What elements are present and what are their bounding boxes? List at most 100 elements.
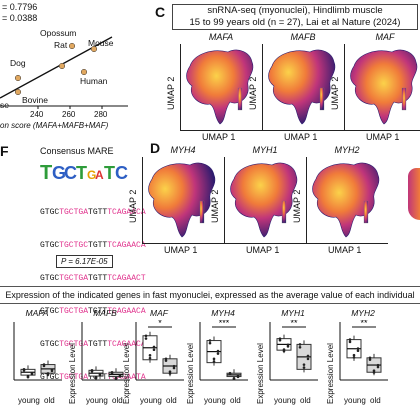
boxplot-chart [13, 322, 62, 381]
x-tick-young: young [274, 396, 296, 405]
panel-a-x-label: on score (MAFA+MAFB+MAF) [0, 121, 109, 130]
umap-y-axis [262, 44, 263, 130]
umap-y-label: UMAP 2 [128, 189, 138, 223]
umap-gene-title: MYH2 [334, 145, 360, 155]
umap-gene-title: MYH4 [170, 145, 196, 155]
umap-x-label: UMAP 1 [366, 132, 400, 142]
boxplot-title: MYH2 [351, 308, 375, 318]
x-tick-young: young [18, 396, 40, 405]
boxplot-title: MYH1 [281, 308, 305, 318]
panel-d-letter: D [150, 140, 161, 156]
x-tick-260: 260 [62, 110, 76, 119]
umap-gene-title: MAFA [208, 32, 234, 42]
umap-plot-partial [408, 168, 420, 220]
boxplot-chart: ** [269, 320, 318, 381]
umap-scatter [268, 49, 336, 125]
boxplot-chart [81, 322, 130, 381]
boxplot-title: MAFA [25, 308, 49, 318]
umap-x-label: UMAP 1 [202, 132, 236, 142]
sequence-row: GTGCTGCTGATGTTTCAGAACA [40, 307, 146, 316]
consensus-title: Consensus MARE [40, 146, 114, 156]
boxplot-y-label: Expression Level [68, 343, 77, 404]
boxplot-y-label: Expression Level [186, 343, 195, 404]
svg-text:*: * [158, 320, 162, 328]
umap-y-label: UMAP 2 [330, 76, 340, 110]
label-opossum: Opossum [40, 28, 77, 38]
x-tick-old: old [230, 396, 241, 405]
boxplot-y-label: Expression Level [256, 343, 265, 404]
label-dog: Dog [10, 58, 26, 68]
umap-scatter [230, 162, 298, 238]
umap-x-axis [224, 243, 306, 244]
umap-x-label: UMAP 1 [164, 245, 198, 255]
umap-x-axis [344, 130, 420, 131]
label-human: Human [80, 76, 108, 86]
panel-a-stat-p: = 0.0388 [2, 13, 38, 23]
umap-y-label: UMAP 2 [210, 189, 220, 223]
umap-scatter [312, 162, 380, 238]
umap-y-axis [306, 157, 307, 243]
x-tick-old: old [370, 396, 381, 405]
x-tick-280: 280 [94, 110, 108, 119]
svg-text:**: ** [290, 320, 298, 328]
svg-text:G: G [52, 163, 66, 182]
svg-text:A: A [95, 168, 104, 182]
panel-a-stat-r: = 0.7796 [2, 2, 38, 12]
umap-x-axis [262, 130, 344, 131]
svg-text:G: G [87, 168, 96, 182]
x-tick-old: old [44, 396, 55, 405]
umap-y-axis [142, 157, 143, 243]
umap-y-axis [224, 157, 225, 243]
sequence-row: GTGCTGCTGCTGTTTCAGAACA [40, 241, 146, 250]
point-mouse [90, 45, 98, 53]
point-human [80, 68, 88, 76]
x-tick-240: 240 [30, 110, 44, 119]
umap-y-label: UMAP 2 [248, 76, 258, 110]
umap-x-label: UMAP 1 [246, 245, 280, 255]
svg-text:C: C [115, 163, 128, 182]
boxplot-y-label: Expression Level [326, 343, 335, 404]
svg-text:T: T [104, 163, 115, 182]
point-opossum [68, 42, 76, 50]
umap-gene-title: MYH1 [252, 145, 278, 155]
svg-text:T: T [76, 163, 87, 182]
umap-y-axis [344, 44, 345, 130]
point-dog [14, 74, 22, 82]
svg-text:C: C [64, 163, 77, 182]
boxplot-title: MAFB [93, 308, 117, 318]
point-rat [58, 62, 66, 70]
label-rat: Rat [54, 40, 68, 50]
x-tick-young: young [140, 396, 162, 405]
x-tick-young: young [344, 396, 366, 405]
sequence-list: GTGCTGCTGATGTTTCAGAACA GTGCTGCTGCTGTTTCA… [40, 185, 146, 394]
label-bovine: Bovine [22, 95, 48, 105]
pvalue-box: P = 6.17E-05 [56, 255, 113, 268]
svg-text:**: ** [360, 320, 368, 328]
x-tick-young: young [204, 396, 226, 405]
boxplot-y-label: Expression Level [122, 343, 131, 404]
sequence-row: GTGCTGCTGATGTTTCAGAACA [40, 208, 146, 217]
sequence-row: GTGCTGCTGATGTTTCAGAACT [40, 274, 146, 283]
umap-x-axis [180, 130, 262, 131]
x-tick-old: old [300, 396, 311, 405]
panel-b-letter: F [0, 143, 9, 159]
dataset-info-box: snRNA-seq (myonuclei), Hindlimb muscle 1… [172, 4, 418, 30]
boxplot-chart: * [135, 320, 184, 381]
x-tick-old: old [166, 396, 177, 405]
point-bovine [14, 88, 22, 96]
umap-x-label: UMAP 1 [328, 245, 362, 255]
umap-x-axis [142, 243, 224, 244]
umap-y-label: UMAP 2 [166, 76, 176, 110]
boxplot-chart: *** [199, 320, 248, 381]
umap-gene-title: MAF [375, 32, 395, 42]
umap-y-axis [180, 44, 181, 130]
panel-a-scatter [0, 36, 128, 109]
boxplot-title: MYH4 [211, 308, 235, 318]
sequence-logo: T G C T G A T C [40, 162, 128, 182]
x-tick-young: young [86, 396, 108, 405]
boxplot-header: Expression of the indicated genes in fas… [0, 286, 420, 304]
sequence-row: GTGCTGCTGATGTTTCAGAACA [40, 340, 146, 349]
label-partial: se [0, 100, 9, 110]
svg-text:T: T [40, 162, 52, 182]
sequence-row: GTGCTGCTGATGTTTCAGAATA [40, 373, 146, 382]
